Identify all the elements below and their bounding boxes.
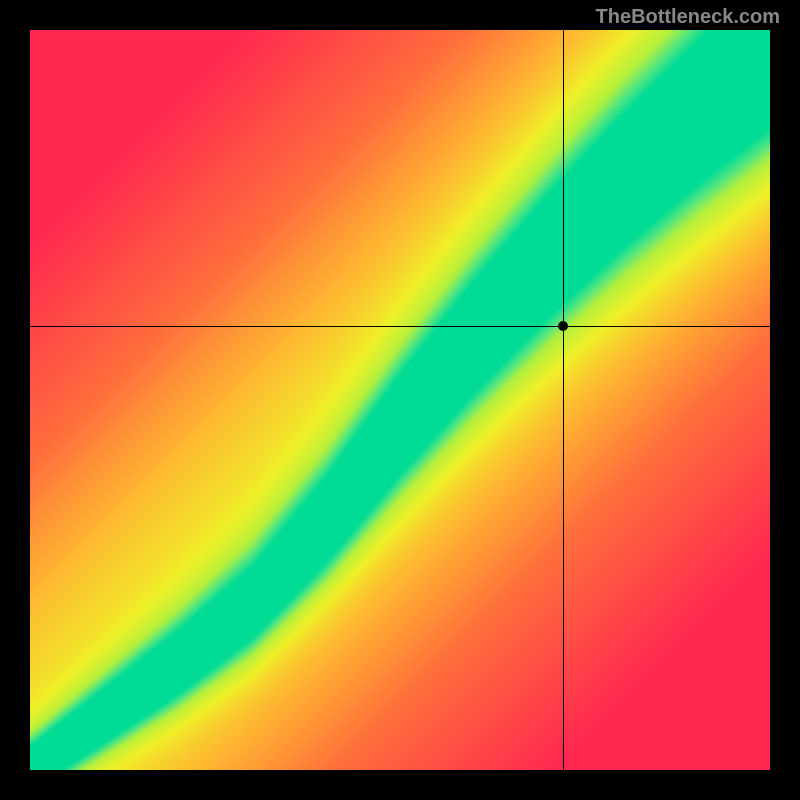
crosshair-horizontal xyxy=(30,326,770,327)
crosshair-vertical xyxy=(563,30,564,770)
heatmap-canvas xyxy=(30,30,770,770)
watermark-text: TheBottleneck.com xyxy=(596,6,780,29)
heatmap-chart xyxy=(30,30,770,770)
selection-marker[interactable] xyxy=(558,321,568,331)
